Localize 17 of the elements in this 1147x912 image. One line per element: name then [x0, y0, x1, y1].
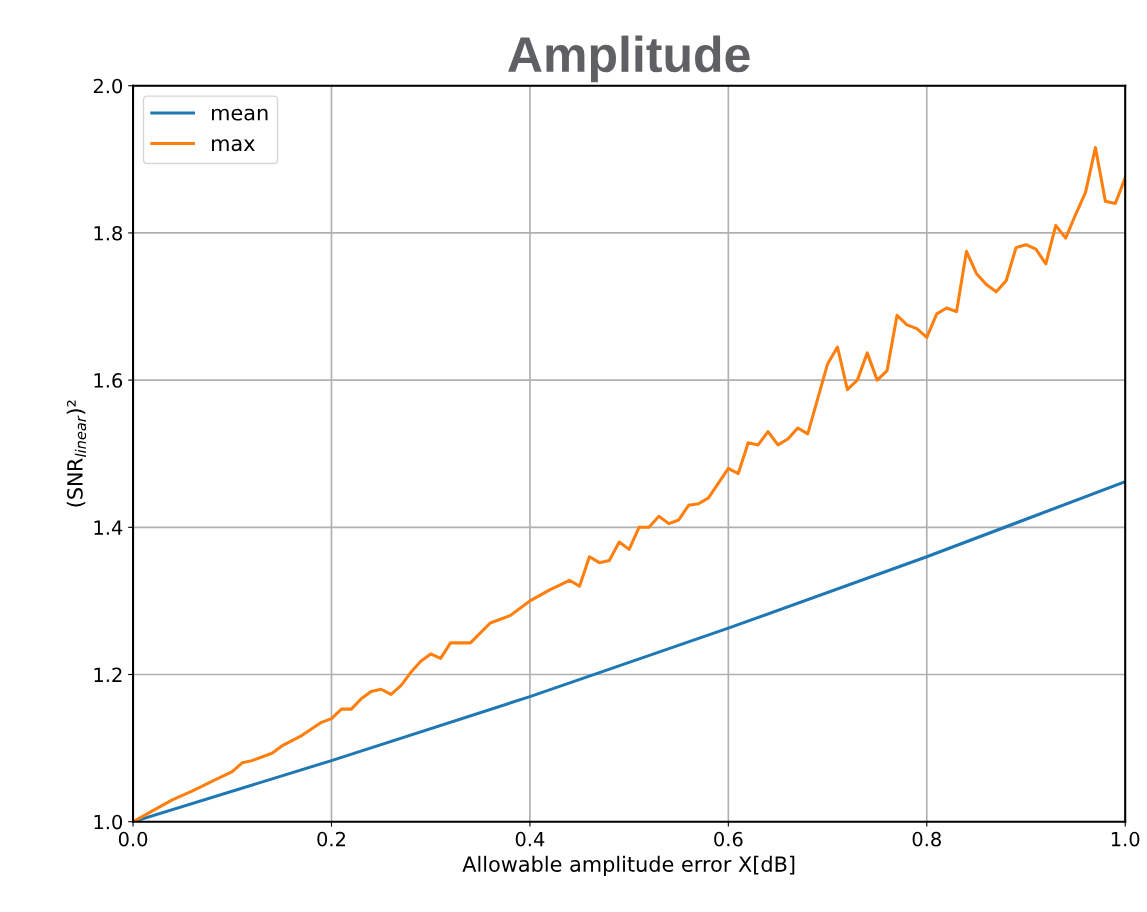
x-tick-label: 0.8 — [912, 831, 941, 847]
y-tick-label: 1.8 — [94, 225, 122, 241]
y-tick-label: 1.2 — [94, 667, 122, 682]
x-tick-label: 1.0 — [1111, 831, 1140, 847]
y-tick-label: 1.6 — [94, 373, 123, 388]
chart-title: Amplitude — [508, 35, 750, 83]
legend-label: mean — [212, 108, 268, 121]
x-tick-label: 0.4 — [515, 831, 545, 847]
y-tick-label: 1.4 — [94, 520, 123, 535]
x-tick-label: 0.0 — [118, 831, 148, 847]
y-axis-title: (SNR$_{linear}$)² — [66, 400, 87, 507]
y-tick-label: 1.0 — [94, 814, 123, 830]
legend-label: max — [212, 139, 255, 152]
x-tick-label: 0.6 — [714, 831, 743, 847]
x-tick-label: 0.2 — [317, 831, 345, 847]
y-tick-label: 2.0 — [93, 78, 123, 94]
x-axis-title: Allowable amplitude error X[dB] — [462, 855, 795, 876]
